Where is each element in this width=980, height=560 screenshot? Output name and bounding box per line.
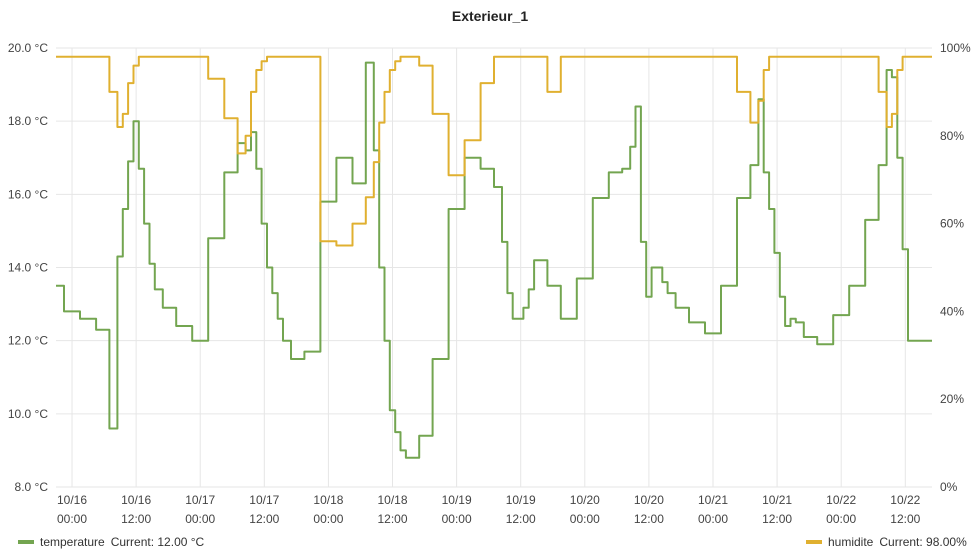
- legend-humidite-current: Current: 98.00%: [879, 535, 967, 549]
- x-tick-date: 10/19: [442, 493, 472, 507]
- y-left-tick-label: 8.0 °C: [15, 480, 49, 494]
- x-tick-date: 10/17: [249, 493, 279, 507]
- y-left-tick-label: 14.0 °C: [8, 261, 48, 275]
- y-right-tick-label: 100%: [940, 41, 971, 55]
- x-tick-time: 12:00: [506, 512, 536, 526]
- y-right-tick-label: 40%: [940, 304, 964, 318]
- x-tick-date: 10/20: [570, 493, 600, 507]
- y-right-tick-label: 0%: [940, 480, 958, 494]
- x-tick-date: 10/18: [377, 493, 407, 507]
- y-right-tick-label: 20%: [940, 392, 964, 406]
- series-lines: [56, 55, 932, 459]
- y-right-tick-label: 60%: [940, 217, 964, 231]
- temperature-swatch: [18, 540, 34, 544]
- x-tick-date: 10/16: [121, 493, 151, 507]
- y-left-tick-label: 10.0 °C: [8, 407, 48, 421]
- x-tick-time: 12:00: [121, 512, 151, 526]
- y-right-tick-label: 80%: [940, 129, 964, 143]
- x-tick-time: 12:00: [377, 512, 407, 526]
- x-tick-time: 12:00: [890, 512, 920, 526]
- x-tick-date: 10/17: [185, 493, 215, 507]
- y-left-tick-label: 20.0 °C: [8, 41, 48, 55]
- x-tick-time: 12:00: [249, 512, 279, 526]
- x-tick-time: 00:00: [698, 512, 728, 526]
- legend-humidite[interactable]: humidite Current: 98.00%: [806, 535, 967, 549]
- x-tick-time: 00:00: [570, 512, 600, 526]
- x-tick-date: 10/22: [826, 493, 856, 507]
- y-left-tick-label: 18.0 °C: [8, 114, 48, 128]
- y-axis-left: 8.0 °C 10.0 °C 12.0 °C 14.0 °C 16.0 °C 18.0 °…: [8, 41, 48, 494]
- x-tick-time: 00:00: [185, 512, 215, 526]
- x-tick-date: 10/22: [890, 493, 920, 507]
- series-line-temperature: [56, 61, 932, 459]
- legend-temperature-label: temperature: [40, 535, 105, 549]
- x-tick-time: 12:00: [762, 512, 792, 526]
- x-tick-time: 12:00: [634, 512, 664, 526]
- x-tick-time: 00:00: [826, 512, 856, 526]
- series-line-humidite: [56, 55, 932, 247]
- legend-temperature[interactable]: temperature Current: 12.00 °C: [18, 535, 204, 549]
- humidite-swatch: [806, 540, 822, 544]
- x-tick-date: 10/21: [698, 493, 728, 507]
- x-tick-date: 10/21: [762, 493, 792, 507]
- legend-temperature-current: Current: 12.00 °C: [110, 535, 205, 549]
- y-left-tick-label: 16.0 °C: [8, 187, 48, 201]
- x-tick-time: 00:00: [57, 512, 87, 526]
- x-tick-date: 10/18: [313, 493, 343, 507]
- chart-title: Exterieur_1: [452, 8, 528, 24]
- y-axis-right: 0% 20% 40% 60% 80% 100%: [940, 41, 971, 494]
- grid: [56, 47, 932, 488]
- x-tick-date: 10/19: [506, 493, 536, 507]
- x-tick-date: 10/16: [57, 493, 87, 507]
- x-tick-date: 10/20: [634, 493, 664, 507]
- x-tick-time: 00:00: [442, 512, 472, 526]
- y-left-tick-label: 12.0 °C: [8, 334, 48, 348]
- legend-humidite-label: humidite: [828, 535, 874, 549]
- x-axis: 10/16 00:00 10/16 12:00 10/17 00:00 10/17 12:00…: [57, 493, 921, 526]
- x-tick-time: 00:00: [313, 512, 343, 526]
